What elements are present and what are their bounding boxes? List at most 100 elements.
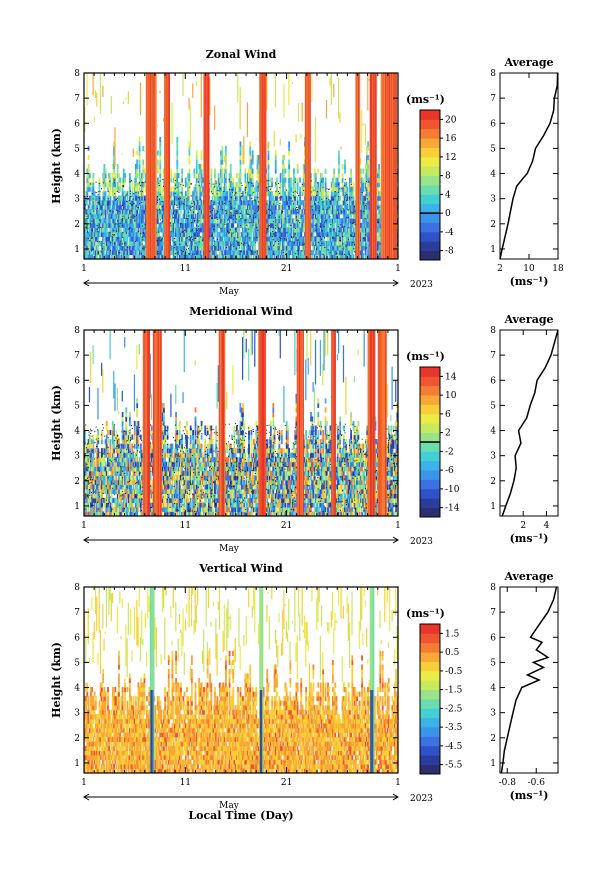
plot-frame	[83, 72, 399, 260]
profile-x-tick: -0.8	[499, 778, 517, 788]
colorbar-tick: -3.5	[445, 723, 463, 733]
profile-line	[500, 586, 558, 774]
colorbar-cell	[420, 385, 440, 396]
profile-y-tick: 2	[490, 220, 496, 230]
y-tick-label: 4	[74, 427, 80, 437]
profile-y-tick: 2	[490, 734, 496, 744]
colorbar-tick: 0.5	[445, 648, 460, 658]
x-tick-label: 21	[281, 264, 292, 274]
colorbar-cell	[420, 689, 440, 700]
colorbar-cell	[420, 128, 440, 139]
colorbar-tick: -0.5	[445, 667, 463, 677]
x-tick-label: 1	[395, 778, 401, 788]
colorbar-unit: (ms⁻¹)	[406, 607, 445, 620]
colorbar-tick: -4.5	[445, 742, 463, 752]
profile-y-tick: 1	[490, 502, 496, 512]
y-axis-label: Height (km)	[50, 128, 63, 204]
colorbar-cell	[420, 231, 440, 242]
colorbar-cell	[420, 633, 440, 644]
colorbar-tick: -14	[445, 504, 460, 514]
colorbar-tick: -6	[445, 466, 454, 476]
profile-y-tick: 8	[490, 326, 496, 336]
profile-y-tick: 1	[490, 759, 496, 769]
profile-line	[499, 72, 559, 260]
colorbar-cell	[420, 708, 440, 719]
profile-y-tick: 4	[490, 170, 496, 180]
colorbar-tick: -10	[445, 485, 460, 495]
colorbar-cell	[420, 460, 440, 471]
colorbar-tick: 4	[445, 190, 451, 200]
y-tick-label: 6	[74, 633, 80, 643]
colorbar-tick: -5.5	[445, 761, 463, 771]
y-tick-label: 1	[74, 759, 80, 769]
y-tick-label: 8	[74, 583, 80, 593]
y-tick-label: 3	[74, 709, 80, 719]
colorbar-cell	[420, 432, 440, 443]
colorbar-cell	[420, 451, 440, 462]
colorbar-tick: 0	[445, 209, 451, 219]
colorbar-cell	[420, 624, 440, 634]
month-label: May	[219, 544, 240, 554]
colorbar-tick: -8	[445, 247, 454, 257]
colorbar-cell	[420, 670, 440, 681]
colorbar-cell	[420, 717, 440, 728]
colorbar-tick: 14	[445, 372, 457, 382]
colorbar-cell	[420, 241, 440, 252]
y-tick-label: 6	[74, 119, 80, 129]
data-field	[84, 73, 398, 259]
x-tick-label: 1	[81, 778, 87, 788]
colorbar-cell	[420, 479, 440, 490]
profile-x-tick: 4	[544, 521, 550, 531]
x-tick-label: 1	[81, 264, 87, 274]
colorbar-cell	[420, 652, 440, 662]
colorbar-frame	[419, 623, 441, 775]
colorbar-cell	[420, 185, 440, 195]
colorbar-unit: (ms⁻¹)	[406, 350, 445, 363]
colorbar-tick: -2.5	[445, 704, 463, 714]
colorbar-cell	[420, 755, 440, 766]
colorbar-cell	[420, 110, 440, 120]
profile-y-tick: 5	[490, 401, 496, 411]
panel-title: Meridional Wind	[189, 305, 293, 318]
colorbar-tick: -4	[445, 228, 454, 238]
colorbar-cell	[420, 764, 440, 775]
profile-x-tick: 2	[497, 264, 503, 274]
y-tick-label: 2	[74, 220, 80, 230]
profile-x-tick: 18	[552, 264, 564, 274]
x-tick-label: 21	[281, 778, 292, 788]
colorbar-cell	[420, 166, 440, 177]
colorbar-cell	[420, 213, 440, 223]
colorbar-cell	[420, 727, 440, 737]
data-field	[84, 587, 398, 773]
colorbar-tick: 10	[445, 391, 457, 401]
colorbar-tick: 2	[445, 429, 451, 439]
colorbar-cell	[420, 156, 440, 167]
colorbar-cell	[420, 498, 440, 509]
profile-y-tick: 7	[490, 351, 496, 361]
y-tick-label: 3	[74, 195, 80, 205]
x-tick-label: 11	[180, 778, 191, 788]
colorbar-cell	[420, 507, 440, 518]
profile-y-tick: 8	[490, 583, 496, 593]
profile-y-tick: 3	[490, 709, 496, 719]
profile-frame	[499, 586, 559, 774]
y-tick-label: 6	[74, 376, 80, 386]
data-field	[84, 330, 398, 516]
colorbar-cell	[420, 488, 440, 499]
profile-title: Average	[503, 570, 553, 583]
profile-y-tick: 3	[490, 452, 496, 462]
colorbar-tick: 8	[445, 172, 451, 182]
y-tick-label: 5	[74, 144, 80, 154]
profile-y-tick: 7	[490, 608, 496, 618]
colorbar-cell	[420, 470, 440, 480]
profile-y-tick: 7	[490, 94, 496, 104]
y-tick-label: 4	[74, 170, 80, 180]
profile-y-tick: 5	[490, 658, 496, 668]
colorbar-cell	[420, 222, 440, 233]
colorbar-cell	[420, 745, 440, 756]
month-label: May	[219, 801, 240, 811]
profile-y-tick: 3	[490, 195, 496, 205]
